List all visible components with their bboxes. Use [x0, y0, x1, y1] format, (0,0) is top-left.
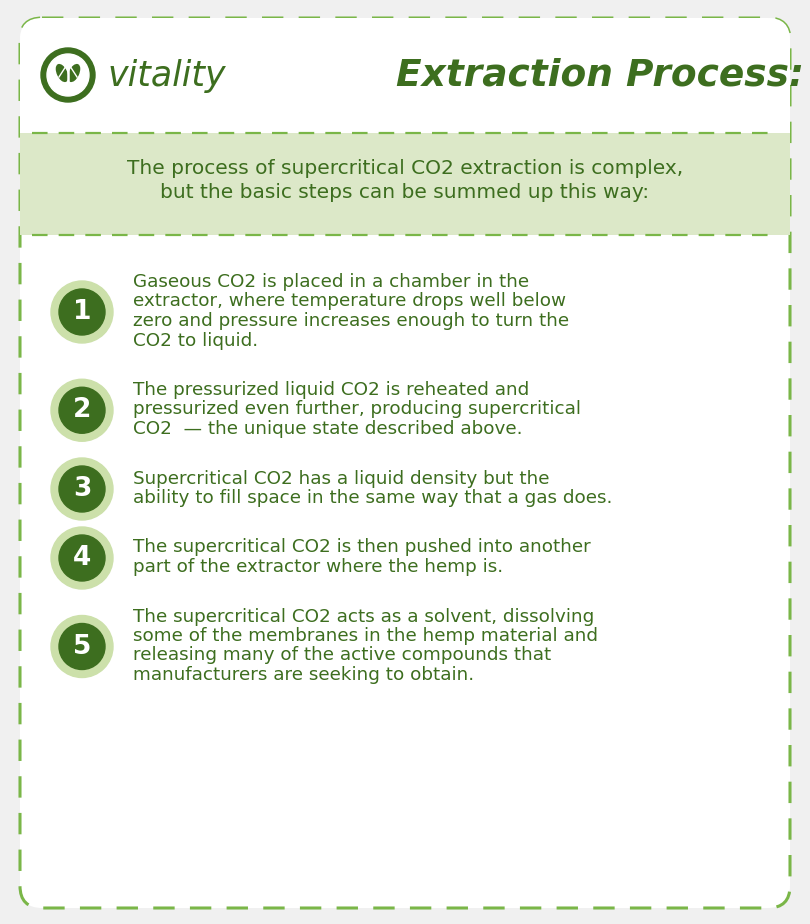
Text: The pressurized liquid CO2 is reheated and: The pressurized liquid CO2 is reheated a…: [133, 381, 529, 399]
Text: Gaseous CO2 is placed in a chamber in the: Gaseous CO2 is placed in a chamber in th…: [133, 273, 529, 291]
Circle shape: [59, 535, 105, 581]
Text: Extraction Process:: Extraction Process:: [396, 58, 804, 94]
Text: some of the membranes in the hemp material and: some of the membranes in the hemp materi…: [133, 627, 598, 645]
Text: part of the extractor where the hemp is.: part of the extractor where the hemp is.: [133, 558, 503, 576]
Circle shape: [47, 54, 89, 96]
Text: manufacturers are seeking to obtain.: manufacturers are seeking to obtain.: [133, 666, 474, 684]
Circle shape: [59, 466, 105, 512]
Text: The supercritical CO2 is then pushed into another: The supercritical CO2 is then pushed int…: [133, 539, 590, 556]
Circle shape: [59, 289, 105, 335]
FancyBboxPatch shape: [20, 133, 790, 235]
Text: The supercritical CO2 acts as a solvent, dissolving: The supercritical CO2 acts as a solvent,…: [133, 607, 595, 626]
Circle shape: [59, 387, 105, 433]
Ellipse shape: [68, 65, 79, 81]
Text: but the basic steps can be summed up this way:: but the basic steps can be summed up thi…: [160, 184, 650, 202]
Text: CO2  — the unique state described above.: CO2 — the unique state described above.: [133, 420, 522, 438]
Text: 2: 2: [73, 397, 92, 423]
Circle shape: [41, 48, 95, 102]
Text: zero and pressure increases enough to turn the: zero and pressure increases enough to tu…: [133, 312, 569, 330]
Text: pressurized even further, producing supercritical: pressurized even further, producing supe…: [133, 400, 581, 419]
Text: 5: 5: [73, 634, 92, 660]
Circle shape: [51, 281, 113, 343]
Circle shape: [51, 379, 113, 442]
Circle shape: [59, 624, 105, 670]
Text: CO2 to liquid.: CO2 to liquid.: [133, 332, 258, 349]
Text: 4: 4: [73, 545, 91, 571]
Text: The process of supercritical CO2 extraction is complex,: The process of supercritical CO2 extract…: [127, 160, 683, 178]
Text: extractor, where temperature drops well below: extractor, where temperature drops well …: [133, 293, 566, 310]
FancyBboxPatch shape: [20, 18, 790, 908]
Text: Supercritical CO2 has a liquid density but the: Supercritical CO2 has a liquid density b…: [133, 469, 549, 488]
Text: 1: 1: [73, 299, 92, 325]
Text: 3: 3: [73, 476, 92, 502]
FancyBboxPatch shape: [20, 80, 790, 133]
FancyBboxPatch shape: [20, 18, 790, 133]
Circle shape: [51, 458, 113, 520]
Text: ability to fill space in the same way that a gas does.: ability to fill space in the same way th…: [133, 489, 612, 507]
Ellipse shape: [57, 65, 67, 81]
Circle shape: [51, 527, 113, 589]
Circle shape: [51, 615, 113, 677]
Text: releasing many of the active compounds that: releasing many of the active compounds t…: [133, 647, 552, 664]
Text: vitality: vitality: [107, 59, 226, 93]
